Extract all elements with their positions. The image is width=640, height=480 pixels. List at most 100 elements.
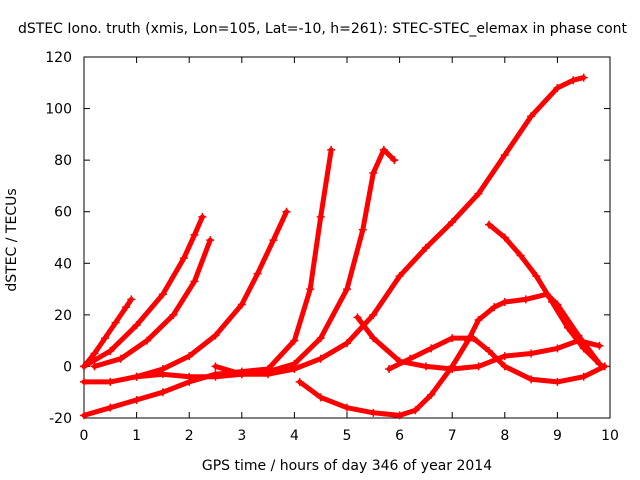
data-point bbox=[448, 218, 457, 227]
x-tick-label: 6 bbox=[395, 428, 404, 444]
data-point bbox=[158, 290, 167, 299]
data-point bbox=[595, 359, 604, 368]
x-tick-label: 4 bbox=[290, 428, 299, 444]
data-point bbox=[500, 150, 509, 159]
data-point bbox=[211, 372, 220, 381]
data-point bbox=[80, 362, 88, 371]
series-line bbox=[486, 222, 602, 367]
data-point bbox=[553, 344, 562, 353]
data-point bbox=[80, 377, 88, 386]
data-point bbox=[600, 362, 609, 371]
x-tick-label: 5 bbox=[343, 428, 352, 444]
data-point bbox=[237, 370, 246, 379]
y-tick-label: 0 bbox=[63, 359, 72, 375]
data-point bbox=[579, 73, 588, 82]
data-point bbox=[474, 189, 483, 198]
data-point bbox=[316, 212, 325, 221]
y-tick-label: 100 bbox=[45, 102, 72, 118]
data-point bbox=[527, 375, 536, 384]
data-point bbox=[395, 411, 404, 420]
chart-title: dSTEC Iono. truth (xmis, Lon=105, Lat=-1… bbox=[18, 21, 628, 37]
series-arc-3 bbox=[90, 236, 215, 371]
data-point bbox=[427, 344, 436, 353]
data-point bbox=[211, 331, 220, 340]
data-point bbox=[569, 76, 578, 85]
data-point bbox=[295, 377, 304, 386]
data-point bbox=[369, 310, 378, 319]
data-point bbox=[101, 334, 110, 343]
data-point bbox=[474, 362, 483, 371]
data-point bbox=[500, 352, 509, 361]
y-tick-label: 20 bbox=[54, 308, 72, 324]
data-point bbox=[316, 393, 325, 402]
data-point bbox=[474, 316, 483, 325]
y-axis: -20 0 20 40 60 80 100 120 bbox=[45, 50, 610, 427]
data-point bbox=[490, 303, 499, 312]
data-point bbox=[111, 318, 120, 327]
data-point bbox=[500, 297, 509, 306]
data-point bbox=[427, 390, 436, 399]
x-axis-label: GPS time / hours of day 346 of year 2014 bbox=[202, 458, 492, 474]
x-tick-label: 8 bbox=[500, 428, 509, 444]
series-arc-10 bbox=[385, 334, 609, 386]
data-point bbox=[90, 349, 99, 358]
data-point bbox=[448, 334, 457, 343]
data-point bbox=[80, 411, 88, 420]
data-point bbox=[516, 251, 525, 260]
x-tick-label: 2 bbox=[185, 428, 194, 444]
data-point bbox=[190, 277, 199, 286]
data-point bbox=[106, 346, 115, 355]
data-point bbox=[158, 388, 167, 397]
x-tick-label: 1 bbox=[132, 428, 141, 444]
y-tick-label: -20 bbox=[49, 411, 72, 427]
data-point bbox=[379, 145, 388, 154]
data-point bbox=[158, 370, 167, 379]
data-point bbox=[353, 313, 362, 322]
series-arc-1 bbox=[80, 295, 136, 371]
data-point bbox=[282, 207, 291, 216]
data-point bbox=[116, 354, 125, 363]
data-point bbox=[253, 269, 262, 278]
data-point bbox=[290, 336, 299, 345]
y-tick-label: 60 bbox=[54, 205, 72, 221]
data-point bbox=[500, 233, 509, 242]
data-point bbox=[264, 370, 273, 379]
y-tick-label: 40 bbox=[54, 256, 72, 272]
data-point bbox=[406, 354, 415, 363]
series-line bbox=[81, 296, 134, 369]
data-point bbox=[595, 341, 604, 350]
data-point bbox=[132, 395, 141, 404]
series-line bbox=[81, 209, 289, 385]
data-point bbox=[579, 372, 588, 381]
data-point bbox=[211, 362, 220, 371]
data-point bbox=[106, 403, 115, 412]
data-point bbox=[485, 220, 494, 229]
series-arc-11 bbox=[485, 220, 604, 368]
data-point bbox=[132, 372, 141, 381]
data-point bbox=[527, 349, 536, 358]
data-point bbox=[343, 339, 351, 348]
data-point bbox=[385, 365, 394, 374]
data-point bbox=[169, 310, 178, 319]
data-point bbox=[327, 145, 336, 154]
data-point bbox=[237, 300, 246, 309]
series-arc-7 bbox=[211, 73, 588, 379]
data-point bbox=[369, 334, 378, 343]
data-point bbox=[143, 336, 152, 345]
y-axis-label: dSTEC / TECUs bbox=[4, 188, 20, 291]
data-point bbox=[395, 272, 404, 281]
data-point bbox=[448, 365, 457, 374]
data-point bbox=[521, 295, 530, 304]
data-point bbox=[179, 254, 188, 263]
x-tick-label: 10 bbox=[601, 428, 619, 444]
series-arc-6 bbox=[132, 145, 399, 381]
series-arc-9 bbox=[353, 313, 604, 374]
x-tick-label: 9 bbox=[553, 428, 562, 444]
data-point bbox=[206, 236, 215, 245]
data-point bbox=[358, 225, 367, 234]
data-point bbox=[421, 362, 430, 371]
data-point bbox=[132, 321, 141, 330]
data-point bbox=[469, 334, 478, 343]
data-point bbox=[122, 303, 131, 312]
